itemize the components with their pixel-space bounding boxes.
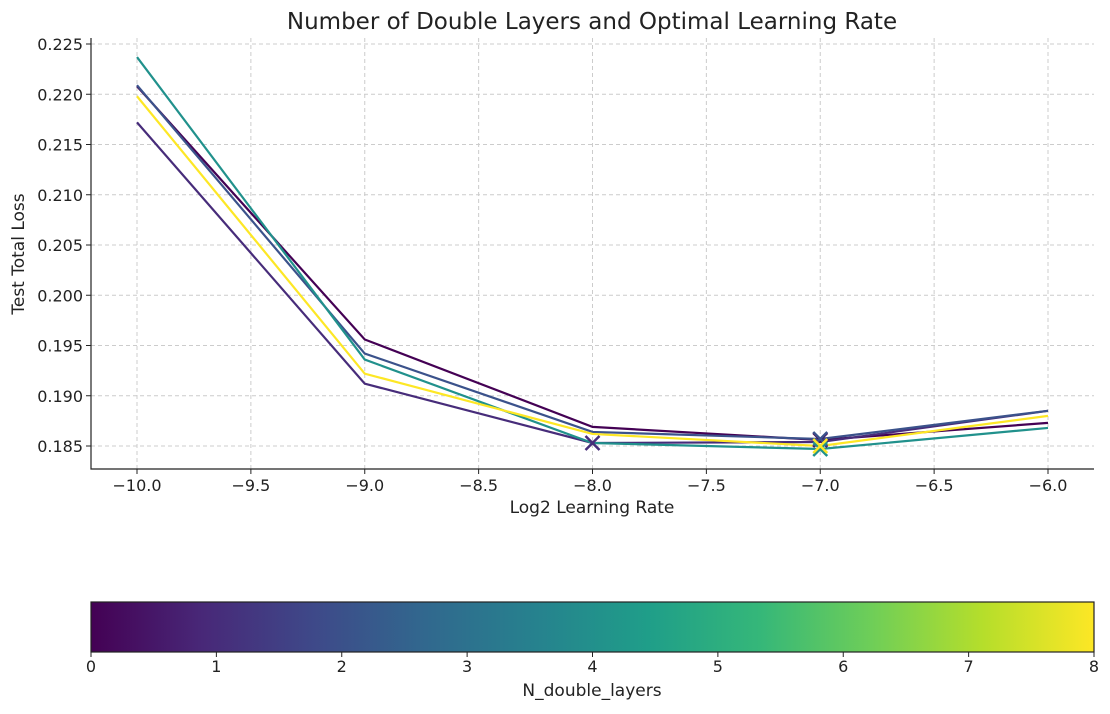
y-tick-label: 0.220	[37, 85, 83, 104]
x-axis-label: Log2 Learning Rate	[510, 498, 675, 518]
x-tick-label: −10.0	[112, 476, 161, 495]
colorbar	[90, 601, 1095, 653]
y-tick-label: 0.190	[37, 387, 83, 406]
y-tick-label: 0.205	[37, 236, 83, 255]
x-tick-label: −7.5	[687, 476, 726, 495]
y-tick-label: 0.185	[37, 437, 83, 456]
min-marker-n4	[812, 441, 829, 457]
x-tick-label: −7.0	[801, 476, 840, 495]
y-tick-label: 0.225	[37, 35, 83, 54]
colorbar-tick-label: 5	[713, 657, 723, 676]
min-marker-n1	[584, 435, 601, 451]
chart-title: Number of Double Layers and Optimal Lear…	[287, 9, 897, 35]
x-tick-label: −8.0	[573, 476, 612, 495]
colorbar-label: N_double_layers	[522, 681, 661, 701]
x-tick-label: −9.0	[345, 476, 384, 495]
y-tick-label: 0.195	[37, 337, 83, 356]
colorbar-tick-label: 0	[86, 657, 96, 676]
series-line-n0	[136, 85, 1049, 442]
x-tick-label: −6.5	[915, 476, 954, 495]
colorbar-tick-label: 3	[462, 657, 472, 676]
y-axis-label: Test Total Loss	[9, 193, 29, 315]
colorbar-tick-label: 8	[1089, 657, 1099, 676]
colorbar-tick-label: 2	[337, 657, 347, 676]
x-tick-label: −8.5	[459, 476, 498, 495]
y-tick-label: 0.215	[37, 136, 83, 155]
min-marker-n8	[812, 438, 829, 454]
x-tick-label: −6.0	[1029, 476, 1068, 495]
axes-spine	[90, 38, 1094, 470]
colorbar-tick-label: 6	[838, 657, 848, 676]
series-line-n1	[136, 121, 1049, 445]
colorbar-tick-label: 4	[587, 657, 597, 676]
series-line-n8	[136, 95, 1049, 448]
y-tick-label: 0.200	[37, 286, 83, 305]
colorbar-tick-label: 1	[211, 657, 221, 676]
series-line-n2	[136, 84, 1049, 441]
colorbar-tick-label: 7	[964, 657, 974, 676]
y-tick-label: 0.210	[37, 186, 83, 205]
x-tick-label: −9.5	[231, 476, 270, 495]
